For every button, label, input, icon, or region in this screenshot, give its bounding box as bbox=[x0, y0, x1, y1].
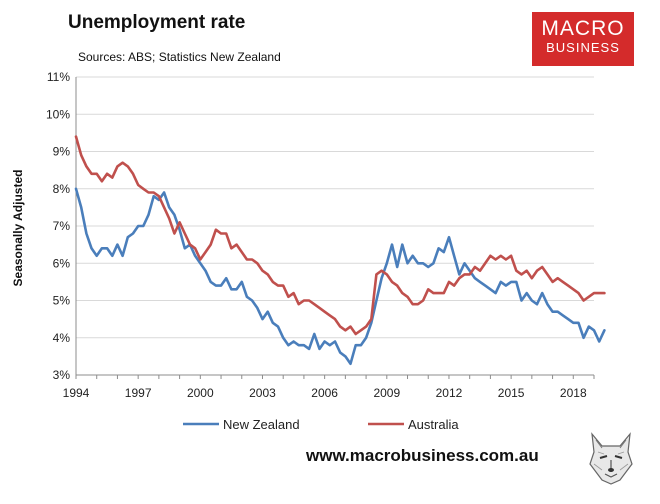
y-tick-label: 4% bbox=[53, 331, 71, 345]
x-tick-label: 1994 bbox=[63, 386, 90, 400]
x-tick-label: 2015 bbox=[498, 386, 525, 400]
series-line-australia bbox=[74, 135, 606, 336]
x-tick-label: 2018 bbox=[560, 386, 587, 400]
y-tick-label: 3% bbox=[53, 368, 71, 382]
y-axis-label: Seasonally Adjusted bbox=[11, 170, 25, 287]
legend-label: New Zealand bbox=[223, 417, 300, 432]
chart-sources: Sources: ABS; Statistics New Zealand bbox=[78, 50, 281, 64]
grid-layer bbox=[76, 76, 594, 339]
series-layer bbox=[74, 135, 606, 366]
page-title: Unemployment rate bbox=[68, 12, 246, 33]
wolf-mascot-icon bbox=[589, 432, 633, 485]
series-line-new-zealand bbox=[74, 187, 606, 366]
axis-layer: 3% 4% 5% 6% 7% 8% 9% 10% 11% 1994 1997 2000 2003 2006… bbox=[46, 70, 595, 400]
y-tick-label: 9% bbox=[53, 145, 71, 159]
y-tick-label: 8% bbox=[53, 182, 71, 196]
x-tick-label: 2003 bbox=[249, 386, 276, 400]
logo-line-1: MACRO bbox=[541, 17, 625, 40]
y-tick-label: 11% bbox=[47, 70, 70, 84]
y-tick-label: 6% bbox=[53, 256, 71, 270]
x-tick-label: 1997 bbox=[125, 386, 152, 400]
legend-layer: New Zealand Australia bbox=[183, 417, 459, 432]
y-tick-label: 7% bbox=[53, 219, 71, 233]
x-tick-label: 2000 bbox=[187, 386, 214, 400]
macrobusiness-logo: MACRO BUSINESS bbox=[532, 12, 634, 66]
footer-url: www.macrobusiness.com.au bbox=[306, 446, 539, 465]
x-tick-label: 2012 bbox=[436, 386, 463, 400]
y-tick-label: 5% bbox=[53, 294, 71, 308]
x-tick-label: 2009 bbox=[373, 386, 400, 400]
logo-line-2: BUSINESS bbox=[546, 40, 620, 55]
legend-label: Australia bbox=[408, 417, 459, 432]
y-tick-label: 10% bbox=[46, 107, 70, 121]
x-tick-label: 2006 bbox=[311, 386, 338, 400]
